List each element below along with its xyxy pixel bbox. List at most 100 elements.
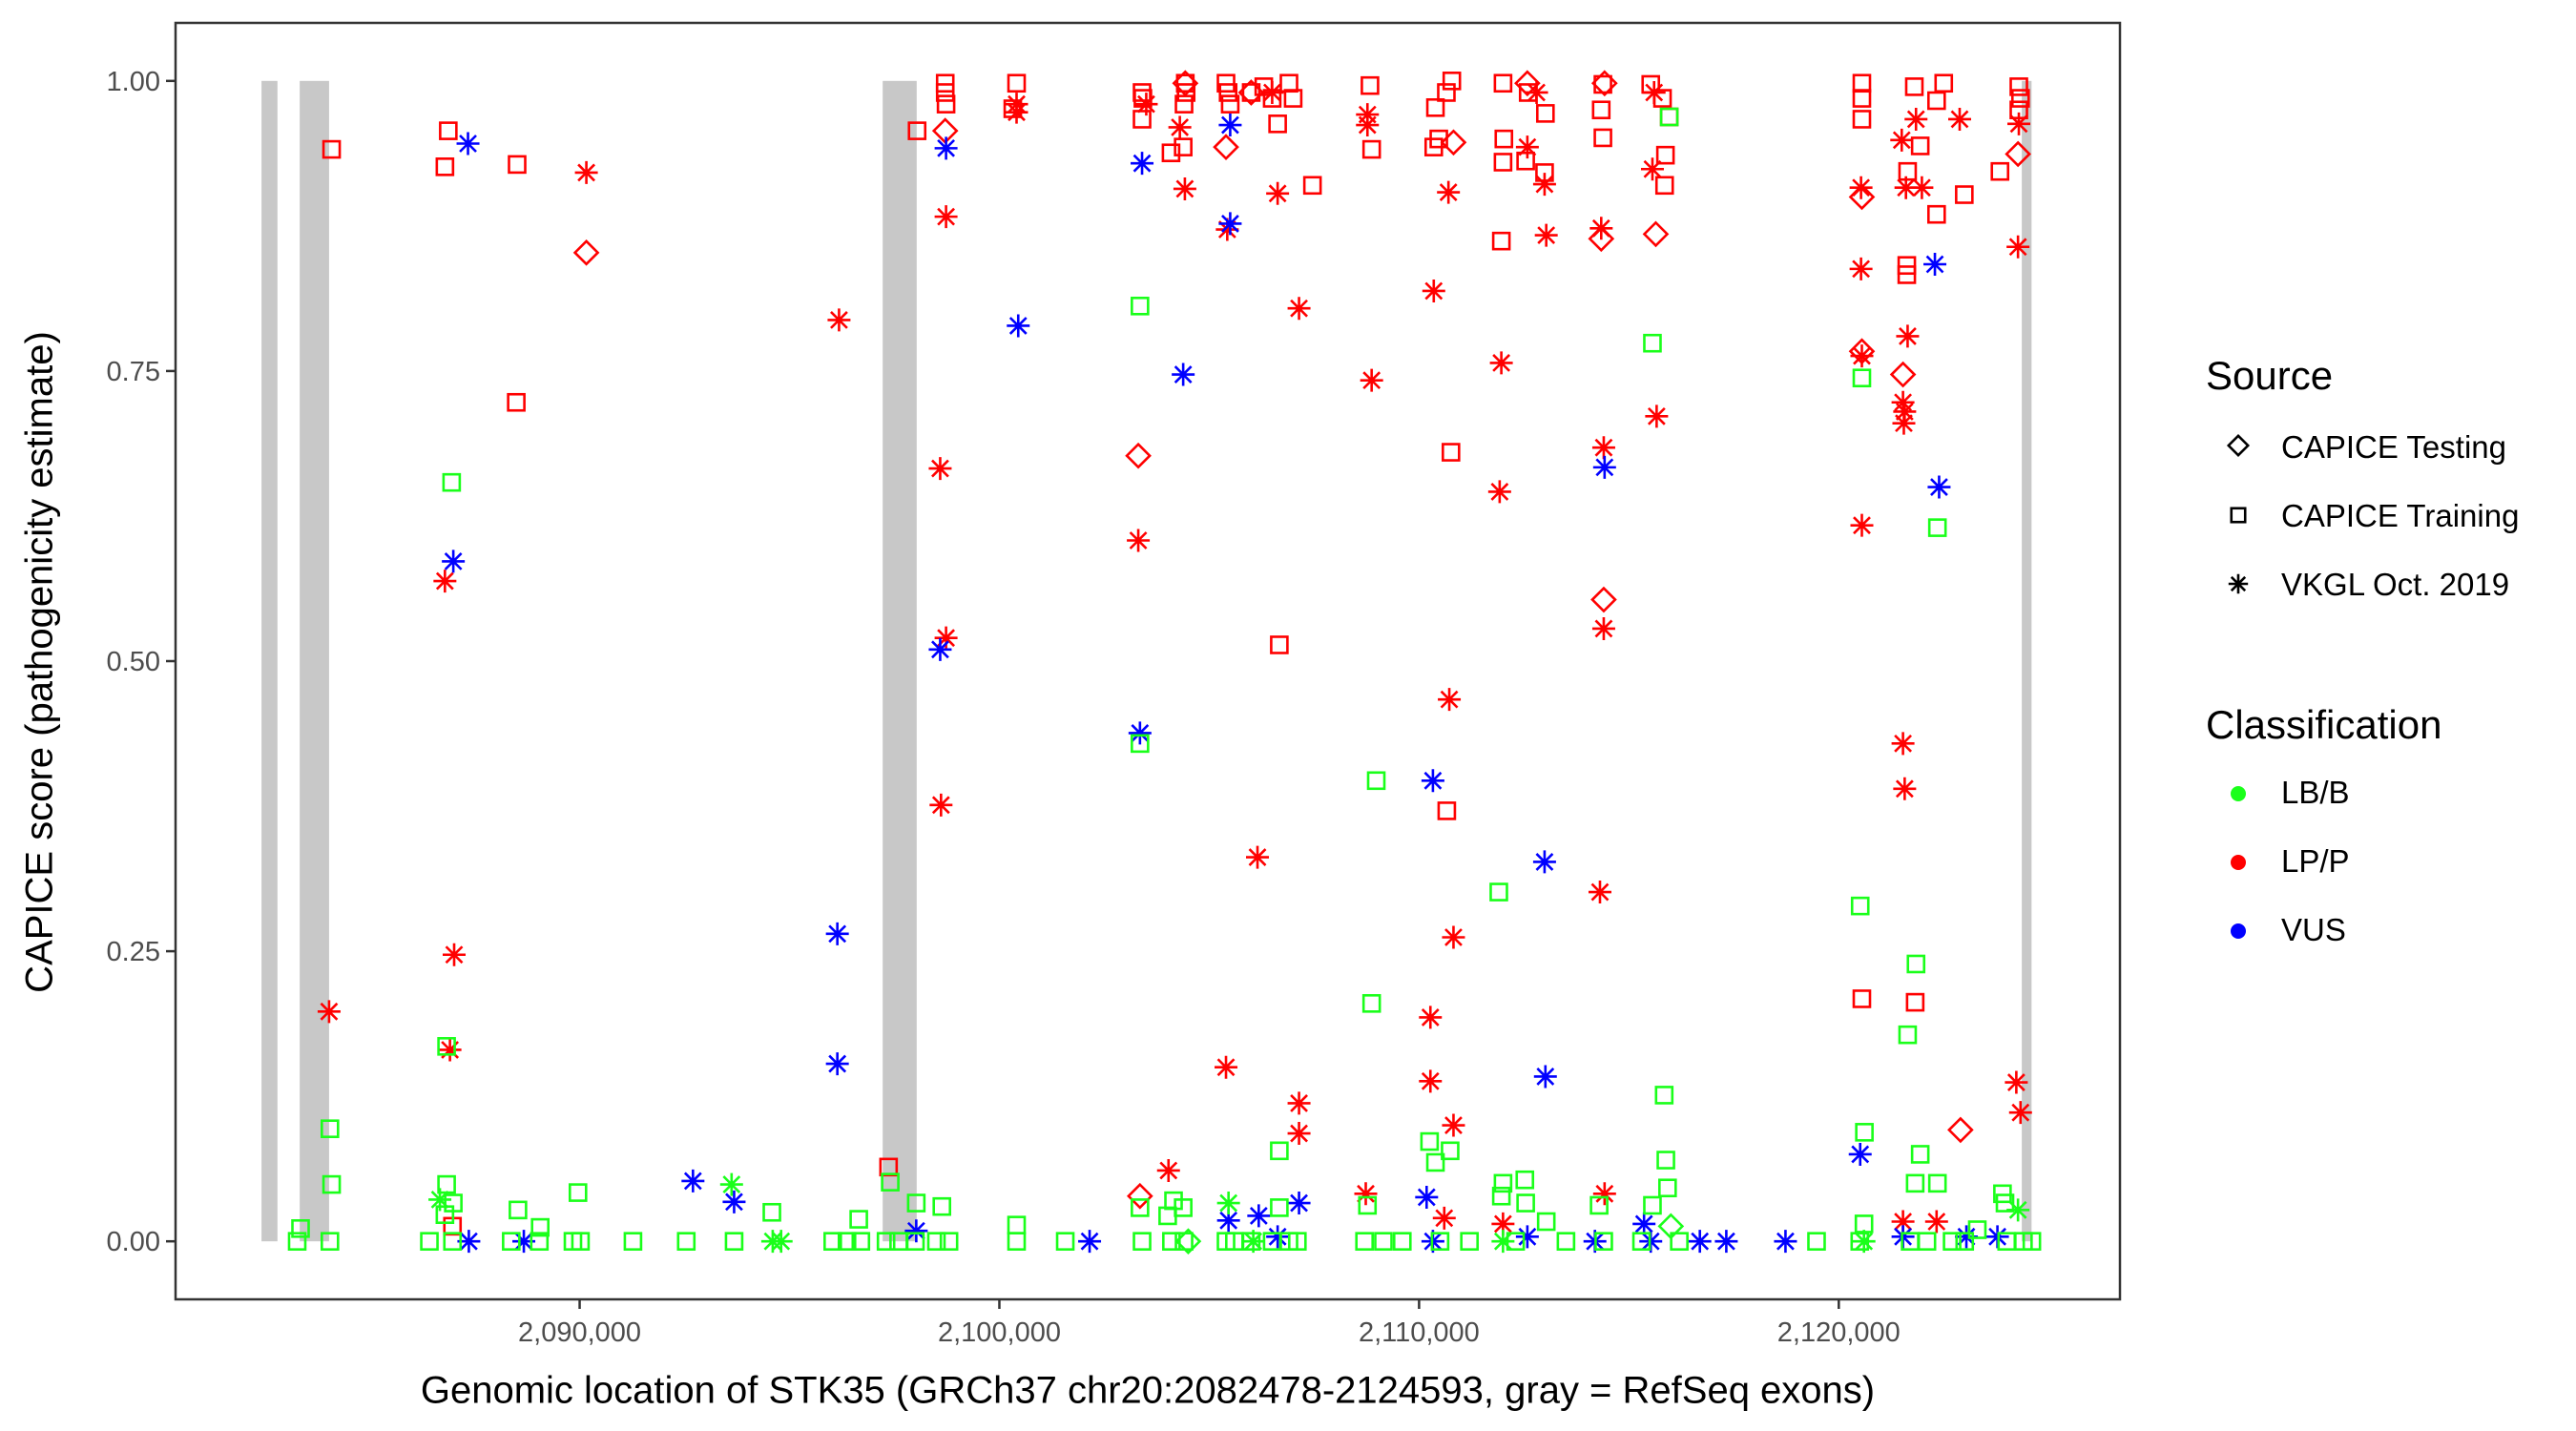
point-capice-training-lb-b xyxy=(1392,1232,1412,1251)
point-capice-training-lb-b xyxy=(1955,1232,1975,1251)
point-vkgl-oct-2019-lp-p xyxy=(1487,480,1511,504)
exon-bar xyxy=(883,80,917,1242)
legend-key-square-icon xyxy=(2230,507,2247,524)
point-capice-training-lb-b xyxy=(1491,1186,1511,1206)
point-vkgl-oct-2019-lp-p xyxy=(1589,217,1613,240)
point-capice-training-lb-b xyxy=(1670,1232,1689,1251)
point-capice-training-lp-p xyxy=(1241,83,1261,102)
point-capice-training-lb-b xyxy=(1131,734,1150,754)
point-vkgl-oct-2019-lp-p xyxy=(1134,93,1158,116)
point-capice-training-lp-p xyxy=(435,157,455,176)
legend-label: VUS xyxy=(2281,912,2346,947)
point-capice-training-lb-b xyxy=(837,1232,857,1251)
point-capice-training-lb-b xyxy=(287,1232,307,1251)
point-capice-training-lb-b xyxy=(568,1183,588,1202)
point-capice-training-lb-b xyxy=(1898,1025,1918,1045)
point-capice-training-lp-p xyxy=(936,94,956,114)
point-vkgl-oct-2019-lp-p xyxy=(2007,112,2031,135)
point-vkgl-oct-2019-lp-p xyxy=(1924,1210,1948,1234)
point-capice-training-lb-b xyxy=(1942,1232,1962,1251)
point-capice-training-lp-p xyxy=(935,83,955,102)
point-capice-training-lb-b xyxy=(1659,107,1679,127)
point-vkgl-oct-2019-vus xyxy=(1078,1230,1102,1254)
point-vkgl-oct-2019-lp-p xyxy=(1591,436,1615,460)
point-capice-training-lp-p xyxy=(1898,161,1918,181)
point-vkgl-oct-2019-lp-p xyxy=(1592,1182,1616,1206)
point-capice-training-lp-p xyxy=(1591,100,1611,120)
plot-panel-background xyxy=(176,23,2120,1299)
point-vkgl-oct-2019-lp-p xyxy=(1849,176,1873,199)
exon-bar xyxy=(2022,80,2032,1242)
point-capice-training-lp-p xyxy=(1516,151,1535,171)
point-capice-training-lb-b xyxy=(1643,333,1662,353)
point-capice-testing-lp-p xyxy=(1125,442,1152,469)
legend-key-diamond-icon xyxy=(2226,433,2251,458)
point-capice-training-lb-b xyxy=(1420,1131,1440,1151)
point-capice-training-lb-b xyxy=(1658,1178,1677,1198)
point-vkgl-oct-2019-vus xyxy=(1421,769,1444,793)
point-capice-training-lb-b xyxy=(291,1219,310,1238)
point-vkgl-oct-2019-vus xyxy=(1533,1065,1557,1089)
point-capice-training-lb-b xyxy=(1995,1193,2015,1213)
point-vkgl-oct-2019-lb-b xyxy=(428,1188,452,1212)
legend-key-dot-icon xyxy=(2231,923,2246,939)
point-vkgl-oct-2019-lp-p xyxy=(1850,513,1874,537)
point-capice-training-lb-b xyxy=(1594,1232,1613,1251)
point-vkgl-oct-2019-vus xyxy=(1923,253,1947,277)
x-tick-label: 2,100,000 xyxy=(938,1317,1061,1348)
point-vkgl-oct-2019-vus xyxy=(1592,455,1616,479)
point-vkgl-oct-2019-lp-p xyxy=(1156,1158,1180,1182)
legend-item-capice-testing: CAPICE Testing xyxy=(2281,429,2506,466)
point-vkgl-oct-2019-lp-p xyxy=(827,308,851,332)
point-vkgl-oct-2019-lp-p xyxy=(1287,1122,1311,1146)
point-vkgl-oct-2019-lp-p xyxy=(1246,845,1270,869)
point-vkgl-oct-2019-vus xyxy=(456,132,480,156)
point-capice-training-lb-b xyxy=(1905,1173,1925,1193)
point-vkgl-oct-2019-lb-b xyxy=(1852,1230,1876,1254)
point-vkgl-oct-2019-lp-p xyxy=(1850,344,1874,368)
point-vkgl-oct-2019-vus xyxy=(1007,314,1030,338)
point-capice-training-lb-b xyxy=(932,1196,951,1216)
legend-source-title: Source xyxy=(2206,353,2334,398)
point-vkgl-oct-2019-vus xyxy=(1515,1225,1539,1249)
point-capice-training-lb-b xyxy=(676,1232,696,1251)
point-vkgl-oct-2019-vus xyxy=(1266,1225,1290,1249)
point-vkgl-oct-2019-vus xyxy=(1774,1230,1797,1254)
point-capice-training-lb-b xyxy=(321,1232,340,1251)
point-capice-training-lb-b xyxy=(321,1119,340,1138)
point-vkgl-oct-2019-lp-p xyxy=(1893,400,1917,424)
point-capice-training-lb-b xyxy=(724,1232,744,1251)
point-capice-training-lp-p xyxy=(1218,83,1238,102)
point-capice-training-lp-p xyxy=(1132,110,1152,129)
point-vkgl-oct-2019-lp-p xyxy=(929,793,953,817)
x-tick-label: 2,090,000 xyxy=(518,1317,641,1348)
point-vkgl-oct-2019-lp-p xyxy=(1442,1113,1465,1137)
point-vkgl-oct-2019-vus xyxy=(1287,1192,1311,1215)
point-capice-training-lb-b xyxy=(1174,1198,1193,1217)
point-vkgl-oct-2019-lp-p xyxy=(2006,235,2030,259)
y-tick-label: 0.75 xyxy=(107,357,160,387)
point-capice-training-lp-p xyxy=(1442,443,1461,462)
point-capice-training-lb-b xyxy=(322,1174,342,1194)
point-capice-training-lp-p xyxy=(1654,176,1674,196)
legend-label: CAPICE Training xyxy=(2281,498,2520,533)
legend: Source CAPICE Testing CAPICE Training VK… xyxy=(2194,353,2576,973)
point-vkgl-oct-2019-vus xyxy=(512,1230,536,1254)
point-capice-training-lp-p xyxy=(1493,73,1513,93)
point-capice-training-lb-b xyxy=(823,1232,842,1251)
legend-label: CAPICE Testing xyxy=(2281,429,2506,465)
point-vkgl-oct-2019-lp-p xyxy=(1005,93,1028,116)
legend-item-vkgl: VKGL Oct. 2019 xyxy=(2281,567,2509,603)
point-capice-training-lp-p xyxy=(1161,143,1181,163)
point-capice-training-lb-b xyxy=(1131,1198,1150,1217)
point-vkgl-oct-2019-lp-p xyxy=(1892,411,1916,435)
point-vkgl-oct-2019-lp-p xyxy=(1642,80,1666,104)
point-vkgl-oct-2019-lp-p xyxy=(1438,688,1462,712)
point-vkgl-oct-2019-vus xyxy=(1927,475,1951,499)
point-capice-training-lb-b xyxy=(1366,771,1386,791)
point-capice-training-lb-b xyxy=(1656,1151,1675,1170)
point-capice-training-lb-b xyxy=(881,1172,900,1192)
point-capice-training-lb-b xyxy=(530,1217,550,1237)
point-capice-training-lp-p xyxy=(1593,128,1612,148)
point-capice-training-lb-b xyxy=(1906,954,1926,974)
